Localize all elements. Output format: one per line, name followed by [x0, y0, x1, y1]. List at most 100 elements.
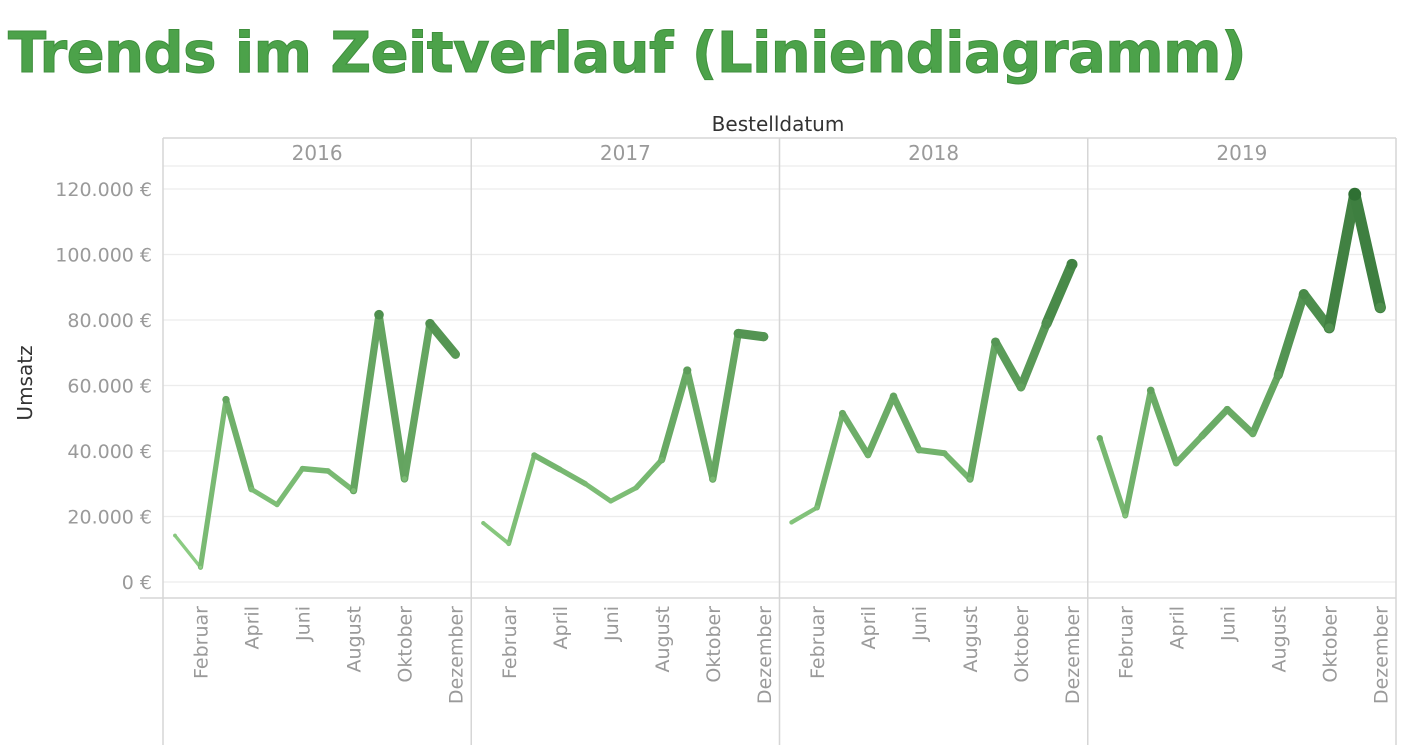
data-point — [1017, 383, 1025, 392]
x-tick-label: Juni — [293, 606, 315, 642]
line-segment — [1173, 433, 1205, 467]
data-point — [351, 488, 356, 494]
x-tick-label: August — [652, 606, 674, 673]
data-point — [1173, 460, 1180, 466]
y-tick-label: 60.000 € — [67, 376, 152, 398]
line-segment — [481, 521, 511, 546]
series-lines — [173, 187, 1386, 570]
panel-year-label: 2016 — [292, 141, 343, 165]
line-segment — [915, 447, 948, 457]
line-segment — [1041, 259, 1078, 329]
line-segment — [1273, 289, 1309, 380]
line-segment — [839, 410, 872, 459]
line-segment — [400, 319, 434, 483]
line-segment — [890, 392, 923, 454]
data-point — [915, 446, 923, 454]
line-segment — [608, 485, 639, 504]
line-segment — [864, 392, 897, 459]
line-segment — [1122, 387, 1154, 519]
x-tick-label: August — [1268, 606, 1290, 673]
x-tick-label: Juni — [909, 606, 931, 642]
line-segment — [249, 486, 280, 508]
axis-labels: Bestelldatum Umsatz 0 € 20.000 € 40.000 € 6… — [13, 112, 1392, 704]
line-segment — [173, 533, 203, 569]
x-tick-label: Februar — [807, 606, 829, 679]
data-point — [1096, 435, 1103, 442]
x-tick-label: Februar — [1115, 606, 1137, 679]
x-tick-label: April — [858, 606, 880, 649]
line-segment — [197, 396, 229, 570]
data-point — [633, 485, 639, 491]
line-segment — [325, 468, 357, 494]
data-point — [199, 565, 202, 569]
data-point — [814, 505, 820, 510]
series-2019 — [1096, 187, 1386, 519]
line-segment — [582, 481, 614, 504]
line-segment — [941, 450, 973, 482]
x-tick-label: Oktober — [395, 606, 417, 683]
data-point — [991, 337, 1000, 347]
line-segment — [966, 338, 1000, 483]
data-point — [451, 350, 460, 359]
data-point — [733, 328, 743, 339]
data-point — [425, 318, 435, 329]
line-segment — [375, 311, 409, 483]
y-tick-label: 120.000 € — [55, 179, 152, 201]
x-tick-label: Dezember — [754, 606, 776, 704]
x-tick-label: Februar — [191, 606, 213, 679]
line-segment — [1249, 371, 1282, 438]
data-point — [1198, 433, 1205, 440]
data-point — [531, 452, 538, 459]
data-point — [173, 533, 177, 538]
data-point — [582, 481, 588, 487]
x-tick-label: April — [1166, 606, 1188, 649]
data-point — [481, 520, 486, 526]
x-tick-label: Dezember — [446, 606, 468, 704]
x-axis-title: Bestelldatum — [712, 112, 845, 136]
data-point — [274, 502, 280, 508]
data-point — [967, 476, 973, 482]
line-segment — [633, 457, 665, 491]
data-point — [1066, 258, 1078, 270]
x-tick-label: Dezember — [1370, 606, 1392, 704]
data-point — [401, 476, 408, 482]
line-segment — [274, 466, 306, 508]
data-point — [865, 451, 871, 458]
data-point — [1041, 318, 1052, 329]
data-point — [1375, 302, 1386, 313]
data-point — [1324, 323, 1334, 333]
line-segment — [1198, 406, 1231, 440]
line-segment — [683, 367, 717, 483]
data-point — [658, 456, 665, 463]
line-segment — [1016, 319, 1051, 392]
line-segment — [1223, 405, 1257, 438]
data-point — [710, 476, 716, 482]
line-segment — [299, 465, 331, 474]
data-point — [325, 468, 331, 474]
line-segment — [991, 337, 1026, 392]
data-point — [838, 409, 847, 417]
data-point — [556, 466, 563, 473]
line-segment — [1097, 435, 1128, 519]
data-point — [1223, 405, 1231, 413]
line-segment — [1349, 188, 1386, 314]
y-tick-label: 100.000 € — [55, 245, 152, 267]
data-point — [222, 395, 230, 404]
data-point — [941, 450, 948, 457]
line-segment — [814, 410, 846, 511]
data-point — [248, 486, 255, 492]
line-segment — [222, 396, 255, 493]
data-point — [789, 520, 794, 525]
line-segment — [789, 505, 820, 525]
data-point — [1298, 289, 1309, 300]
x-tick-label: Dezember — [1062, 606, 1084, 704]
line-segment — [531, 452, 563, 473]
y-axis-title: Umsatz — [13, 345, 37, 420]
line-segment — [349, 311, 383, 495]
x-tick-label: Juni — [1217, 606, 1239, 642]
line-segment — [557, 466, 588, 487]
x-tick-label: Oktober — [1319, 606, 1341, 683]
x-tick-label: Februar — [499, 606, 521, 679]
panel-year-label: 2018 — [908, 141, 959, 165]
